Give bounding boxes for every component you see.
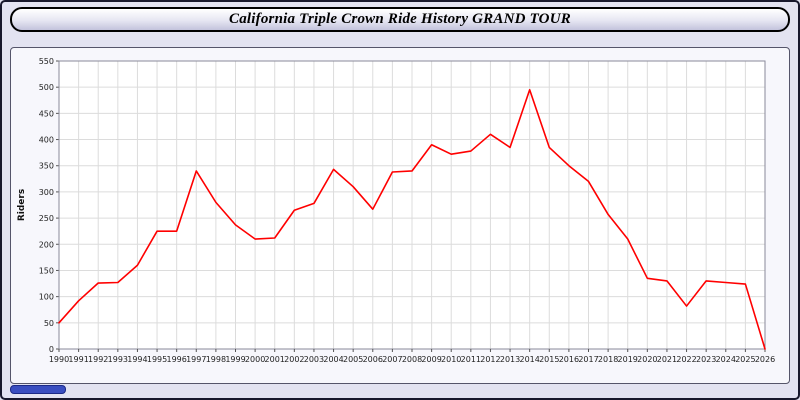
svg-text:350: 350 xyxy=(39,162,54,171)
svg-text:2007: 2007 xyxy=(382,355,402,364)
svg-text:1995: 1995 xyxy=(147,355,167,364)
svg-text:2016: 2016 xyxy=(559,355,579,364)
scrollbar-thumb[interactable] xyxy=(10,385,66,394)
svg-text:2017: 2017 xyxy=(578,355,598,364)
svg-text:1997: 1997 xyxy=(186,355,206,364)
svg-text:50: 50 xyxy=(44,319,54,328)
title-bar: California Triple Crown Ride History GRA… xyxy=(10,7,790,32)
svg-text:2021: 2021 xyxy=(657,355,677,364)
svg-text:2026: 2026 xyxy=(755,355,775,364)
svg-text:2002: 2002 xyxy=(284,355,304,364)
svg-text:2010: 2010 xyxy=(441,355,461,364)
svg-text:550: 550 xyxy=(39,57,54,66)
svg-text:500: 500 xyxy=(39,83,54,92)
svg-text:2011: 2011 xyxy=(461,355,481,364)
svg-text:2013: 2013 xyxy=(500,355,520,364)
horizontal-scrollbar[interactable] xyxy=(10,385,790,395)
svg-text:2004: 2004 xyxy=(323,355,343,364)
svg-text:2014: 2014 xyxy=(519,355,539,364)
svg-text:2009: 2009 xyxy=(421,355,441,364)
chart-panel: 0 50 100 150 200 250 300 350 400 450 500 550 1990 199… xyxy=(10,47,790,384)
svg-text:2015: 2015 xyxy=(539,355,559,364)
svg-text:2003: 2003 xyxy=(304,355,324,364)
svg-text:2024: 2024 xyxy=(716,355,736,364)
svg-text:2005: 2005 xyxy=(343,355,363,364)
svg-text:2023: 2023 xyxy=(696,355,716,364)
svg-text:2020: 2020 xyxy=(637,355,657,364)
svg-text:2022: 2022 xyxy=(676,355,696,364)
svg-text:1994: 1994 xyxy=(127,355,147,364)
svg-text:1993: 1993 xyxy=(108,355,128,364)
svg-text:2018: 2018 xyxy=(598,355,618,364)
svg-text:2012: 2012 xyxy=(480,355,500,364)
svg-text:300: 300 xyxy=(39,188,54,197)
svg-text:200: 200 xyxy=(39,240,54,249)
svg-text:1991: 1991 xyxy=(68,355,88,364)
svg-text:1998: 1998 xyxy=(206,355,226,364)
svg-text:450: 450 xyxy=(39,109,54,118)
svg-text:400: 400 xyxy=(39,136,54,145)
svg-text:2008: 2008 xyxy=(402,355,422,364)
svg-text:250: 250 xyxy=(39,214,54,223)
svg-text:1996: 1996 xyxy=(166,355,186,364)
svg-text:2025: 2025 xyxy=(735,355,755,364)
svg-text:100: 100 xyxy=(39,293,54,302)
page-title: California Triple Crown Ride History GRA… xyxy=(229,11,571,27)
svg-text:2000: 2000 xyxy=(245,355,265,364)
svg-text:1990: 1990 xyxy=(49,355,69,364)
svg-text:1992: 1992 xyxy=(88,355,108,364)
svg-text:Riders: Riders xyxy=(17,189,27,221)
svg-text:2001: 2001 xyxy=(265,355,285,364)
svg-text:2019: 2019 xyxy=(618,355,638,364)
svg-text:1999: 1999 xyxy=(225,355,245,364)
svg-text:0: 0 xyxy=(49,345,54,354)
svg-text:150: 150 xyxy=(39,266,54,275)
svg-text:2006: 2006 xyxy=(363,355,383,364)
